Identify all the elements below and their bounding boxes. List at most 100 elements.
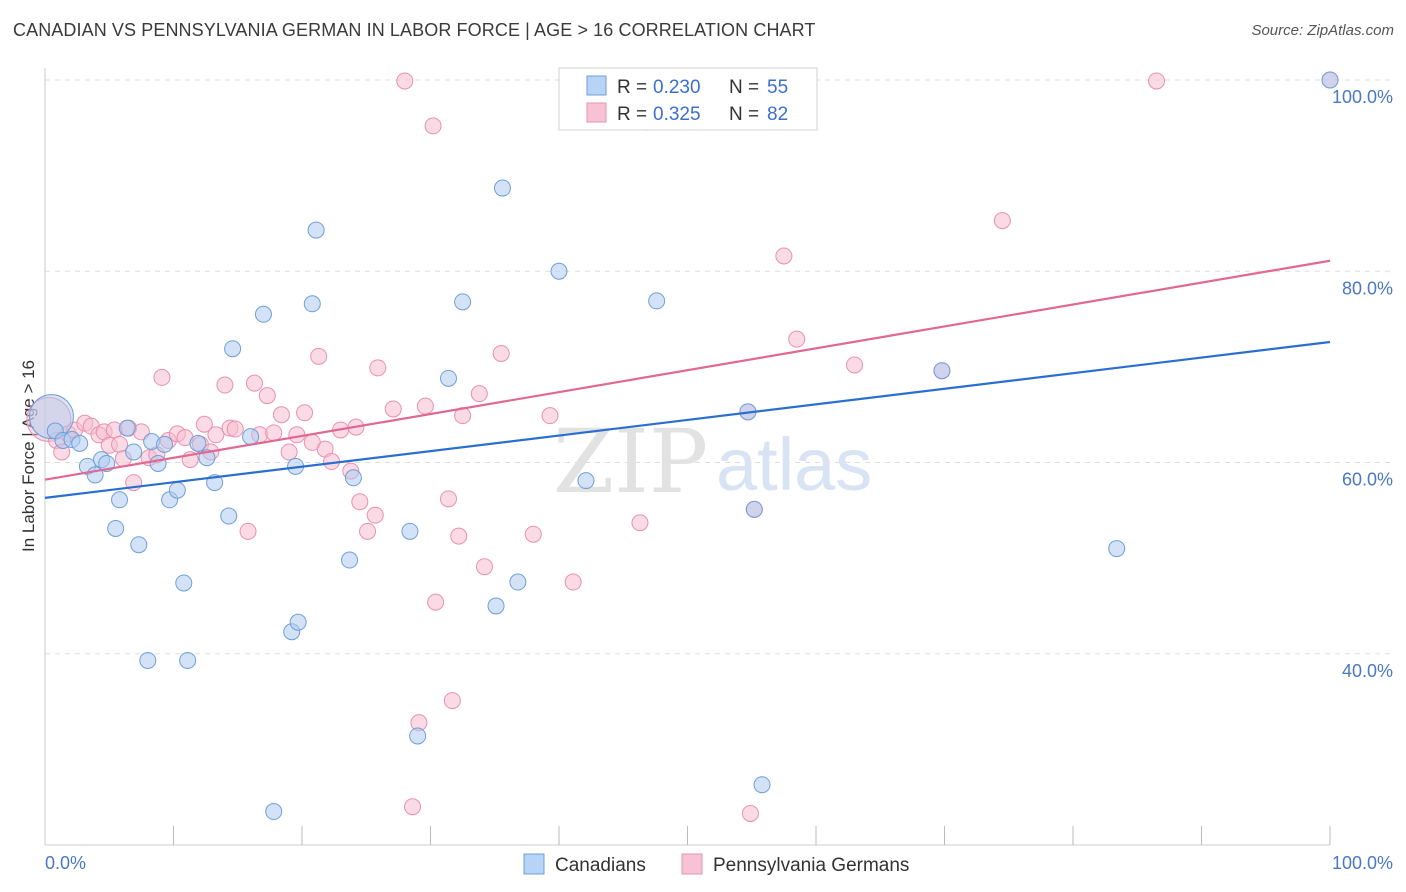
watermark-zip: ZIP (553, 410, 708, 513)
canadians-point (577, 472, 595, 490)
pennsylvania-germans-point (296, 404, 314, 422)
pennsylvania-germans-point (416, 397, 434, 415)
canadians-point (439, 369, 457, 387)
stats-n-value-canadians: 55 (767, 77, 788, 98)
legend: Canadians Pennsylvania Germans (523, 853, 909, 876)
x-tick-label-max: 100.0% (1332, 853, 1393, 873)
series-canadians-points (28, 71, 1339, 821)
y-tick-label: 80.0% (1342, 278, 1393, 298)
pennsylvania-germans-point (258, 387, 276, 405)
canadians-point (289, 613, 307, 631)
legend-label-pennsylvania-germans: Pennsylvania Germans (713, 855, 909, 876)
trend-line-canadians (44, 340, 1331, 499)
canadians-point (265, 803, 283, 821)
pennsylvania-germans-point (443, 692, 461, 710)
trend-line-pennsylvania-germans (44, 259, 1331, 481)
canadians-point (933, 362, 951, 380)
stats-r-value-pennsylvania-germans: 0.325 (653, 104, 701, 125)
pennsylvania-germans-point (775, 247, 793, 265)
legend-swatch-canadians (523, 853, 545, 875)
pennsylvania-germans-point (631, 514, 649, 532)
stats-r-label-canadians: R = (617, 77, 647, 98)
pennsylvania-germans-point (492, 344, 510, 362)
pennsylvania-germans-point (524, 525, 542, 543)
canadians-point (111, 491, 129, 509)
canadians-point (753, 776, 771, 794)
canadians-point (71, 434, 89, 452)
legend-swatch-pennsylvania-germans (681, 853, 703, 875)
pennsylvania-germans-point (207, 426, 225, 444)
pennsylvania-germans-point (1148, 72, 1166, 90)
pennsylvania-germans-point (369, 359, 387, 377)
pennsylvania-germans-point (396, 72, 414, 90)
legend-label-canadians: Canadians (555, 855, 646, 876)
pennsylvania-germans-point (475, 558, 493, 576)
stats-n-value-pennsylvania-germans: 82 (767, 104, 788, 125)
x-tick-label-min: 0.0% (45, 853, 86, 873)
pennsylvania-germans-point (239, 522, 257, 540)
canadians-point (149, 454, 167, 472)
pennsylvania-germans-point (351, 493, 369, 511)
pennsylvania-germans-point (226, 420, 244, 438)
canadians-point (1321, 71, 1339, 89)
canadians-point (341, 551, 359, 569)
stats-n-label-canadians: N = (729, 77, 759, 98)
canadians-point (550, 262, 568, 280)
watermark: ZIP atlas (553, 410, 872, 513)
y-tick-label: 40.0% (1342, 661, 1393, 681)
stats-n-label-pennsylvania-germans: N = (729, 104, 759, 125)
pennsylvania-germans-point (216, 376, 234, 394)
pennsylvania-germans-point (470, 385, 488, 403)
canadians-point (401, 522, 419, 540)
canadians-point (168, 481, 186, 499)
pennsylvania-germans-point (404, 798, 422, 816)
canadians-point (179, 651, 197, 669)
canadians-point (156, 435, 174, 453)
pennsylvania-germans-point (111, 435, 129, 453)
canadians-point (509, 573, 527, 591)
canadians-point (303, 295, 321, 313)
stats-box: R = 0.230 N = 55 R = 0.325 N = 82 (558, 67, 818, 131)
canadians-point (745, 500, 763, 518)
canadians-point (487, 597, 505, 615)
gridlines (45, 79, 1393, 655)
chart-title: CANADIAN VS PENNSYLVANIA GERMAN IN LABOR… (13, 20, 816, 40)
canadians-point (344, 469, 362, 487)
pennsylvania-germans-point (359, 522, 377, 540)
source-credit: Source: ZipAtlas.com (1251, 22, 1394, 39)
canadians-point (493, 179, 511, 197)
canadians-point (648, 292, 666, 310)
pennsylvania-germans-point (310, 347, 328, 365)
canadians-point (454, 293, 472, 311)
pennsylvania-germans-point (280, 443, 298, 461)
y-tick-labels: 40.0% 60.0% 80.0% 100.0% (1332, 87, 1393, 681)
canadians-point (130, 536, 148, 554)
canadians-point (254, 305, 272, 323)
pennsylvania-germans-point (265, 424, 283, 442)
canadians-point (189, 434, 207, 452)
canadians-point (1108, 540, 1126, 558)
y-axis-label: In Labor Force | Age > 16 (19, 360, 38, 552)
watermark-atlas: atlas (716, 423, 872, 506)
pennsylvania-germans-point (788, 330, 806, 348)
pennsylvania-germans-point (153, 368, 171, 386)
pennsylvania-germans-point (541, 407, 559, 425)
canadians-point (139, 651, 157, 669)
pennsylvania-germans-point (272, 406, 290, 424)
canadians-point (118, 419, 136, 437)
stats-swatch-canadians (586, 75, 607, 96)
pennsylvania-germans-point (450, 527, 468, 545)
pennsylvania-germans-point (384, 400, 402, 418)
x-tick-marks (173, 826, 1331, 845)
pennsylvania-germans-point (564, 573, 582, 591)
pennsylvania-germans-point (366, 506, 384, 524)
pennsylvania-germans-point (245, 374, 263, 392)
canadians-point (242, 428, 260, 446)
canadians-point (307, 221, 325, 239)
pennsylvania-germans-point (993, 212, 1011, 230)
y-tick-label: 60.0% (1342, 470, 1393, 490)
pennsylvania-germans-point (195, 415, 213, 433)
canadians-point (125, 443, 143, 461)
stats-r-value-canadians: 0.230 (653, 77, 701, 98)
